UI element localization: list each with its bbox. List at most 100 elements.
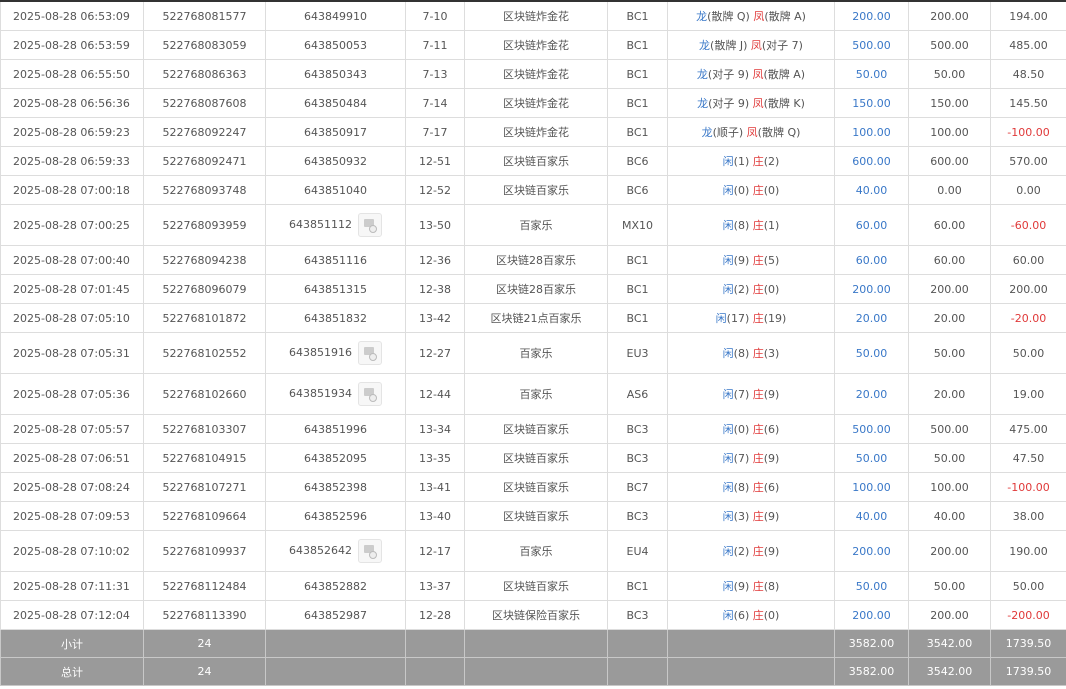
win-loss: 60.00 <box>990 245 1066 275</box>
total-valid: 3542.00 <box>908 657 991 686</box>
result-side-a: 闲 <box>722 580 734 593</box>
bet-id: 522768103307 <box>143 414 266 444</box>
result-side-b: 凤 <box>752 97 764 110</box>
order-id-cell: 643850932 <box>265 146 406 176</box>
order-id-cell: 643849910 <box>265 0 406 31</box>
round-number: 12-28 <box>405 600 465 630</box>
result-side-a-value: (1) <box>733 155 753 168</box>
result-side-a: 龙 <box>696 10 708 23</box>
result-side-b-value: (9) <box>763 388 780 401</box>
result-side-a-value: (8) <box>733 347 753 360</box>
empty-cell <box>405 657 465 686</box>
bet-id: 522768109937 <box>143 530 266 572</box>
game-result: 闲(6) 庄(0) <box>667 600 835 630</box>
order-id: 643850343 <box>304 67 367 81</box>
table-code: BC1 <box>607 0 668 31</box>
result-side-a-value: (顺子) <box>712 126 747 139</box>
game-name: 区块链21点百家乐 <box>464 303 608 333</box>
result-image-icon[interactable] <box>358 382 382 406</box>
win-loss: -200.00 <box>990 600 1066 630</box>
table-code: AS6 <box>607 373 668 415</box>
table-row: 2025-08-28 07:00:40 522768094238 643851116… <box>0 245 1066 275</box>
game-name: 区块链保险百家乐 <box>464 600 608 630</box>
result-side-b-value: (19) <box>763 312 787 325</box>
bet-amount: 200.00 <box>834 274 909 304</box>
game-name: 区块链百家乐 <box>464 472 608 502</box>
table-row: 2025-08-28 07:05:36 522768102660 643851934… <box>0 373 1066 415</box>
game-name: 区块链百家乐 <box>464 175 608 205</box>
game-name: 区块链28百家乐 <box>464 245 608 275</box>
win-loss: -100.00 <box>990 117 1066 147</box>
order-id: 643850484 <box>304 96 367 110</box>
table-row: 2025-08-28 07:00:25 522768093959 643851112… <box>0 204 1066 246</box>
order-id: 643850932 <box>304 154 367 168</box>
valid-bet: 50.00 <box>908 571 991 601</box>
win-loss: 50.00 <box>990 332 1066 374</box>
bet-time: 2025-08-28 07:05:10 <box>0 303 144 333</box>
valid-bet: 200.00 <box>908 274 991 304</box>
result-side-b-value: (0) <box>763 609 780 622</box>
result-side-b-value: (3) <box>763 347 780 360</box>
bet-time: 2025-08-28 07:00:18 <box>0 175 144 205</box>
order-id-cell: 643850343 <box>265 59 406 89</box>
game-result: 闲(3) 庄(9) <box>667 501 835 531</box>
bet-time: 2025-08-28 06:55:50 <box>0 59 144 89</box>
result-image-icon[interactable] <box>358 341 382 365</box>
result-side-b: 凤 <box>752 68 764 81</box>
bet-time: 2025-08-28 07:08:24 <box>0 472 144 502</box>
round-number: 12-27 <box>405 332 465 374</box>
order-id: 643852095 <box>304 451 367 465</box>
result-side-a-value: (散牌 Q) <box>707 10 754 23</box>
bet-id: 522768109664 <box>143 501 266 531</box>
result-image-icon[interactable] <box>358 213 382 237</box>
order-id-cell: 643852398 <box>265 472 406 502</box>
order-id-cell: 643851832 <box>265 303 406 333</box>
game-name: 区块链百家乐 <box>464 501 608 531</box>
bet-time: 2025-08-28 07:06:51 <box>0 443 144 473</box>
win-loss: 0.00 <box>990 175 1066 205</box>
game-result: 龙(散牌 Q) 凤(散牌 A) <box>667 0 835 31</box>
table-row: 2025-08-28 07:05:57 522768103307 643851996… <box>0 414 1066 444</box>
win-loss: 38.00 <box>990 501 1066 531</box>
round-number: 12-52 <box>405 175 465 205</box>
result-side-b: 庄 <box>752 452 764 465</box>
bet-amount: 600.00 <box>834 146 909 176</box>
game-name: 区块链百家乐 <box>464 443 608 473</box>
win-loss: 570.00 <box>990 146 1066 176</box>
order-id-cell: 643852095 <box>265 443 406 473</box>
order-id: 643852987 <box>304 608 367 622</box>
table-code: BC3 <box>607 443 668 473</box>
order-id-cell: 643852642 <box>265 530 406 572</box>
empty-cell <box>265 657 406 686</box>
bet-amount: 60.00 <box>834 245 909 275</box>
subtotal-bet: 3582.00 <box>834 629 909 658</box>
bet-time: 2025-08-28 07:09:53 <box>0 501 144 531</box>
game-result: 闲(8) 庄(6) <box>667 472 835 502</box>
bet-id: 522768081577 <box>143 0 266 31</box>
result-side-a-value: (9) <box>733 254 753 267</box>
result-image-icon[interactable] <box>358 539 382 563</box>
win-loss: 48.50 <box>990 59 1066 89</box>
round-number: 12-36 <box>405 245 465 275</box>
result-side-b-value: (散牌 K) <box>763 97 805 110</box>
table-row: 2025-08-28 06:55:50 522768086363 643850343… <box>0 59 1066 89</box>
valid-bet: 150.00 <box>908 88 991 118</box>
result-side-b: 庄 <box>752 347 764 360</box>
bet-amount: 500.00 <box>834 30 909 60</box>
order-id: 643851315 <box>304 282 367 296</box>
subtotal-win: 1739.50 <box>990 629 1066 658</box>
result-side-b-value: (0) <box>763 184 780 197</box>
bet-time: 2025-08-28 07:05:31 <box>0 332 144 374</box>
result-side-b-value: (散牌 A) <box>764 10 806 23</box>
order-id: 643851996 <box>304 422 367 436</box>
result-side-a: 闲 <box>722 155 734 168</box>
game-result: 闲(8) 庄(1) <box>667 204 835 246</box>
game-result: 闲(17) 庄(19) <box>667 303 835 333</box>
result-side-a: 闲 <box>722 423 734 436</box>
round-number: 13-50 <box>405 204 465 246</box>
bet-amount: 40.00 <box>834 175 909 205</box>
game-name: 百家乐 <box>464 373 608 415</box>
result-side-a-value: (对子 9) <box>708 97 753 110</box>
bet-time: 2025-08-28 07:12:04 <box>0 600 144 630</box>
bet-time: 2025-08-28 06:53:59 <box>0 30 144 60</box>
